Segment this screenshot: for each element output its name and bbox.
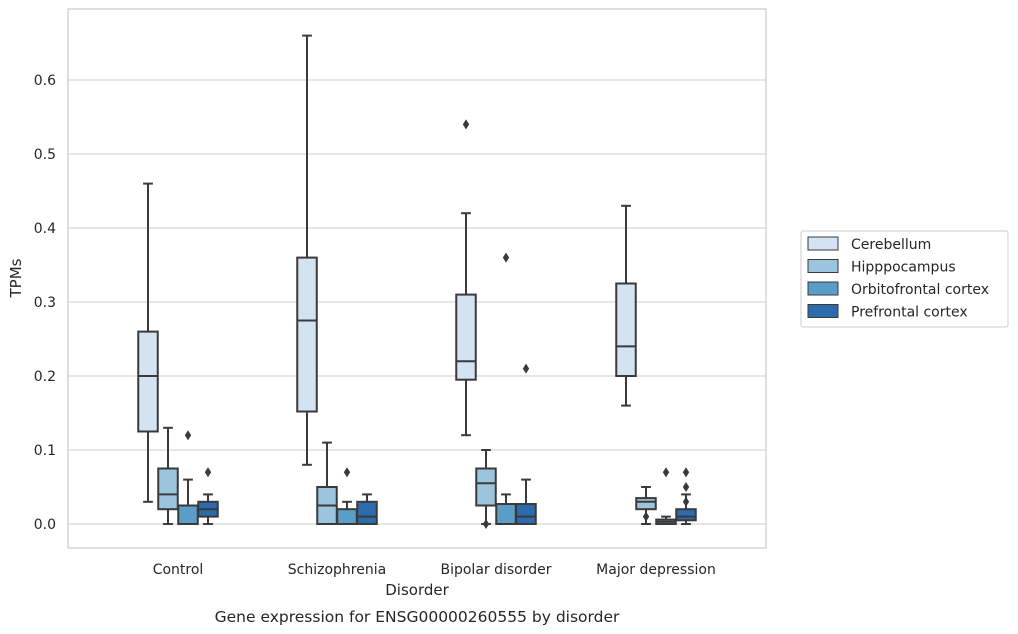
- outlier-point: [502, 252, 510, 263]
- box: [615, 282, 637, 377]
- box: [495, 503, 517, 525]
- box: [675, 508, 697, 522]
- box: [157, 467, 179, 511]
- box: [475, 467, 497, 507]
- series-hipppocampus: [157, 426, 657, 529]
- legend-swatch: [807, 304, 839, 318]
- box: [177, 504, 199, 525]
- y-tick-label: 0.6: [34, 73, 56, 89]
- outlier-point: [204, 467, 212, 478]
- box: [137, 330, 159, 433]
- outlier-point: [682, 496, 690, 507]
- series-prefrontal-cortex: [197, 363, 697, 525]
- outlier-point: [522, 363, 530, 374]
- y-tick-label: 0.2: [34, 369, 56, 385]
- box: [635, 497, 657, 511]
- outlier-point: [482, 519, 490, 529]
- series-orbitofrontal-cortex: [177, 252, 677, 526]
- outlier-point: [642, 511, 650, 522]
- plot-area-frame: [67, 8, 767, 549]
- outlier-point: [184, 430, 192, 441]
- y-tick-label: 0.1: [34, 443, 56, 459]
- chart-caption: Gene expression for ENSG00000260555 by d…: [215, 608, 620, 626]
- y-axis-title: TPMs: [7, 258, 25, 298]
- box: [336, 508, 358, 526]
- box: [356, 500, 378, 525]
- outlier-point: [662, 467, 670, 478]
- legend-label: Hipppocampus: [851, 260, 956, 276]
- x-axis-ticks: Control Schizophrenia Bipolar disorder Majo…: [153, 562, 716, 578]
- outlier-point: [343, 467, 351, 478]
- legend-swatch: [807, 259, 839, 273]
- legend-swatch: [807, 281, 839, 296]
- legend-frame: [800, 230, 1009, 328]
- x-tick-label: Schizophrenia: [288, 562, 386, 578]
- y-axis-ticks: 0.0 0.1 0.2 0.3 0.4 0.5 0.6: [34, 73, 56, 533]
- legend-label: Cerebellum: [851, 237, 931, 253]
- series-cerebellum: [137, 34, 637, 503]
- x-tick-label: Control: [153, 562, 204, 578]
- legend-label: Orbitofrontal cortex: [851, 282, 989, 298]
- legend-swatch: [807, 236, 839, 251]
- x-tick-label: Bipolar disorder: [440, 562, 551, 578]
- box: [515, 503, 537, 525]
- y-tick-label: 0.5: [34, 147, 56, 163]
- outlier-point: [462, 119, 470, 130]
- outlier-point: [682, 467, 690, 478]
- box-series-group: [137, 34, 697, 529]
- y-tick-label: 0.4: [34, 221, 56, 237]
- legend: Cerebellum Hipppocampus Orbitofrontal cort…: [800, 230, 1009, 328]
- outlier-point: [682, 482, 690, 492]
- y-tick-label: 0.0: [34, 517, 56, 533]
- grid-lines: [68, 79, 766, 525]
- x-axis-title: Disorder: [385, 581, 449, 599]
- x-tick-label: Major depression: [596, 562, 716, 578]
- box: [296, 256, 318, 413]
- box: [455, 293, 477, 381]
- legend-label: Prefrontal cortex: [851, 305, 968, 321]
- y-tick-label: 0.3: [34, 295, 56, 311]
